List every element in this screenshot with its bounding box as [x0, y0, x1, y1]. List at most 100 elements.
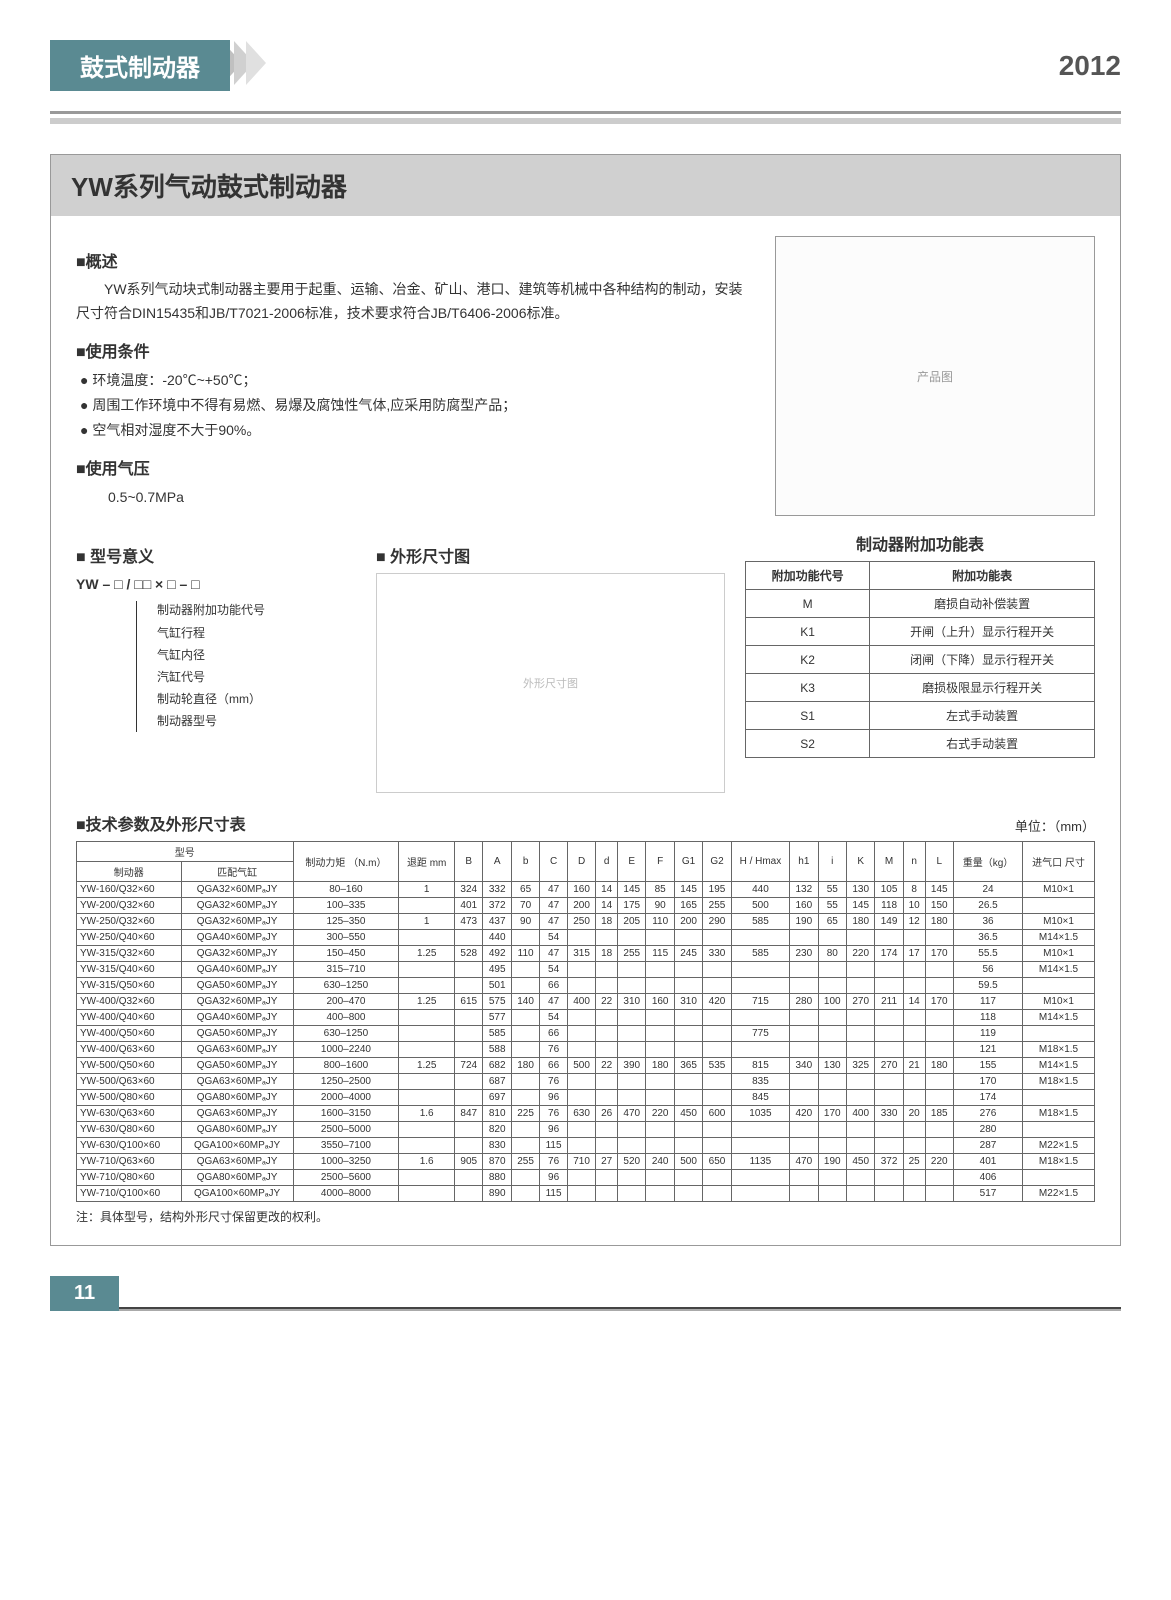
spec-cell: 47: [540, 994, 568, 1010]
spec-cell: [674, 1074, 702, 1090]
condition-item: ● 周围工作环境中不得有易燃、易爆及腐蚀性气体,应采用防腐型产品；: [80, 393, 745, 418]
spec-cell: 140: [511, 994, 539, 1010]
spec-cell: QGA100×60MPₐJY: [181, 1138, 293, 1154]
spec-cell: 220: [846, 946, 874, 962]
spec-cell: 517: [953, 1186, 1022, 1202]
spec-cell: 115: [540, 1138, 568, 1154]
spec-cell: [674, 1122, 702, 1138]
model-diagram: YW – □ / □□ × □ – □ 制动器附加功能代号 气缸行程 气缸内径 …: [76, 573, 356, 732]
spec-cell: [567, 1042, 595, 1058]
spec-cell: 585: [731, 914, 789, 930]
spec-cell: [875, 1170, 903, 1186]
spec-cell: 130: [846, 882, 874, 898]
spec-cell: 47: [540, 914, 568, 930]
func-cell: 左式手动装置: [870, 702, 1095, 730]
spec-cell: [511, 930, 539, 946]
spec-cell: 150: [925, 898, 953, 914]
spec-cell: 170: [953, 1074, 1022, 1090]
spec-cell: [399, 1042, 455, 1058]
model-label: 制动器型号: [157, 712, 356, 731]
spec-cell: 149: [875, 914, 903, 930]
spec-cell: [618, 1026, 646, 1042]
spec-cell: 22: [596, 1058, 618, 1074]
spec-cell: [455, 1026, 483, 1042]
spec-cell: YW-630/Q80×60: [77, 1122, 182, 1138]
spec-cell: 100: [818, 994, 846, 1010]
spec-cell: [875, 930, 903, 946]
spec-cell: [646, 962, 674, 978]
spec-cell: 4000–8000: [293, 1186, 399, 1202]
spec-cell: M10×1: [1023, 946, 1095, 962]
spec-cell: 65: [818, 914, 846, 930]
spec-cell: [875, 1138, 903, 1154]
spec-cell: 255: [618, 946, 646, 962]
spec-cell: QGA32×60MPₐJY: [181, 898, 293, 914]
spec-cell: [646, 1186, 674, 1202]
spec-cell: 330: [703, 946, 731, 962]
spec-cell: 710: [567, 1154, 595, 1170]
spec-cell: 240: [646, 1154, 674, 1170]
spec-cell: [925, 1170, 953, 1186]
spec-cell: [903, 962, 925, 978]
content-frame: YW系列气动鼓式制动器 ■概述 YW系列气动块式制动器主要用于起重、运输、冶金、…: [50, 154, 1121, 1246]
spec-cell: [511, 1010, 539, 1026]
spec-cell: [875, 1090, 903, 1106]
spec-cell: 117: [953, 994, 1022, 1010]
spec-cell: [846, 1026, 874, 1042]
spec-head-group: 型号: [77, 842, 294, 862]
spec-cell: 118: [953, 1010, 1022, 1026]
spec-cell: QGA63×60MPₐJY: [181, 1106, 293, 1122]
spec-cell: 440: [483, 930, 511, 946]
spec-cell: 20: [903, 1106, 925, 1122]
spec-cell: [818, 1010, 846, 1026]
spec-cell: 76: [540, 1074, 568, 1090]
spec-cell: 325: [846, 1058, 874, 1074]
spec-cell: [846, 930, 874, 946]
spec-cell: [903, 930, 925, 946]
category-tab: 鼓式制动器: [50, 40, 230, 91]
spec-cell: 36.5: [953, 930, 1022, 946]
spec-cell: [399, 1170, 455, 1186]
spec-cell: [875, 1074, 903, 1090]
spec-cell: M10×1: [1023, 882, 1095, 898]
spec-cell: YW-400/Q32×60: [77, 994, 182, 1010]
spec-cell: M14×1.5: [1023, 930, 1095, 946]
spec-cell: 205: [618, 914, 646, 930]
spec-cell: 119: [953, 1026, 1022, 1042]
spec-cell: 390: [618, 1058, 646, 1074]
spec-cell: 66: [540, 978, 568, 994]
spec-cell: 255: [511, 1154, 539, 1170]
spec-cell: 585: [731, 946, 789, 962]
spec-cell: [596, 1090, 618, 1106]
spec-cell: [790, 1170, 818, 1186]
spec-cell: [875, 1026, 903, 1042]
spec-cell: [455, 1010, 483, 1026]
spec-cell: 65: [511, 882, 539, 898]
func-head: 附加功能表: [870, 562, 1095, 590]
spec-cell: [925, 962, 953, 978]
spec-cell: QGA80×60MPₐJY: [181, 1090, 293, 1106]
spec-cell: 250: [567, 914, 595, 930]
spec-cell: 500: [567, 1058, 595, 1074]
spec-cell: [1023, 1090, 1095, 1106]
spec-cell: [790, 1010, 818, 1026]
spec-cell: 535: [703, 1058, 731, 1074]
spec-cell: [399, 978, 455, 994]
spec-cell: 870: [483, 1154, 511, 1170]
spec-table: 型号 制动力矩 （N.m） 退距 mm B A b C D d E F G1: [76, 841, 1095, 1202]
func-cell: K2: [746, 646, 870, 674]
spec-cell: [703, 1042, 731, 1058]
spec-cell: [731, 1122, 789, 1138]
spec-cell: [925, 1186, 953, 1202]
spec-cell: 588: [483, 1042, 511, 1058]
spec-cell: YW-630/Q63×60: [77, 1106, 182, 1122]
spec-cell: 400: [567, 994, 595, 1010]
spec-cell: [511, 1122, 539, 1138]
spec-cell: [455, 1042, 483, 1058]
spec-cell: 650: [703, 1154, 731, 1170]
spec-cell: [596, 1026, 618, 1042]
spec-cell: 406: [953, 1170, 1022, 1186]
spec-cell: [903, 978, 925, 994]
spec-cell: QGA32×60MPₐJY: [181, 994, 293, 1010]
spec-cell: 905: [455, 1154, 483, 1170]
